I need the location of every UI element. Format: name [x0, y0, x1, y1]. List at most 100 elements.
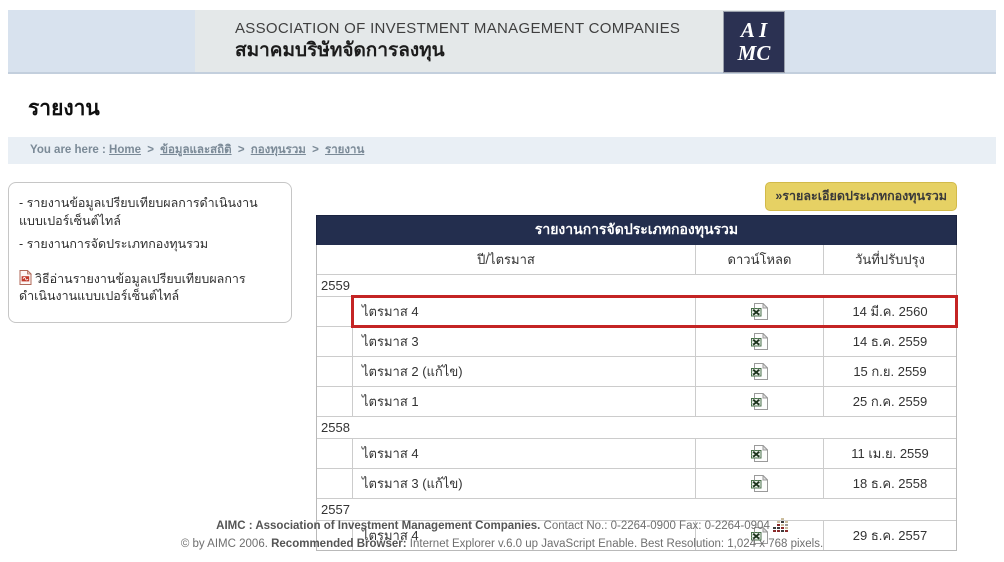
excel-download-link[interactable] [751, 526, 769, 544]
updated-date: 14 ธ.ค. 2559 [823, 327, 956, 356]
updated-date: 14 มี.ค. 2560 [823, 297, 956, 326]
row-indent-cell [317, 469, 353, 498]
excel-download-link[interactable] [751, 474, 769, 492]
download-cell [695, 357, 823, 386]
updated-date: 15 ก.ย. 2559 [823, 357, 956, 386]
table-quarter-row: ไตรมาส 1 25 ก.ค. 2559 [317, 387, 956, 417]
quarter-label: ไตรมาส 4 [362, 446, 419, 461]
row-body: ไตรมาส 3 (แก้ไข) 18 ธ.ค. 2558 [353, 469, 956, 498]
hit-counter-icon [772, 518, 788, 533]
row-body: ไตรมาส 3 14 ธ.ค. 2559 [353, 327, 956, 356]
org-name-thai: สมาคมบริษัทจัดการลงทุน [235, 39, 445, 61]
row-indent-cell [317, 387, 353, 416]
quarter-label: ไตรมาส 4 [362, 528, 419, 543]
sidebar: - รายงานข้อมูลเปรียบเทียบผลการดำเนินงานแ… [8, 182, 292, 323]
breadcrumb: You are here : Home > ข้อมูลและสถิติ > ก… [8, 137, 996, 164]
breadcrumb-link-report[interactable]: รายงาน [325, 144, 365, 156]
quarter-label: ไตรมาส 2 (แก้ไข) [362, 364, 463, 379]
breadcrumb-separator: > [312, 144, 319, 156]
excel-file-icon [751, 474, 769, 492]
row-indent-cell [317, 297, 353, 326]
updated-date: 18 ธ.ค. 2558 [823, 469, 956, 498]
breadcrumb-link-home[interactable]: Home [109, 144, 141, 156]
table-quarter-row: ไตรมาส 4 11 เม.ย. 2559 [317, 439, 956, 469]
site-header: ASSOCIATION OF INVESTMENT MANAGEMENT COM… [8, 10, 996, 74]
excel-download-link[interactable] [751, 444, 769, 462]
table-year-row: 2558 [317, 417, 956, 439]
breadcrumb-link-data-statistics[interactable]: ข้อมูลและสถิติ [160, 144, 232, 156]
row-indent-cell [317, 521, 353, 550]
quarter-label: ไตรมาส 4 [362, 304, 419, 319]
excel-download-link[interactable] [751, 332, 769, 350]
footer-browser-bold: Recommended Browser: [271, 538, 407, 551]
footer-copyright: © by AIMC 2006. [180, 538, 272, 551]
download-cell [695, 439, 823, 468]
sidebar-link-percentile-report[interactable]: - รายงานข้อมูลเปรียบเทียบผลการดำเนินงานแ… [19, 196, 258, 228]
breadcrumb-separator: > [237, 144, 245, 156]
logo-line-2: MC [737, 40, 771, 65]
fund-type-detail-button[interactable]: »รายละเอียดประเภทกองทุนรวม [765, 182, 957, 211]
table-year-row: 2557 [317, 499, 956, 521]
quarter-label: ไตรมาส 3 (แก้ไข) [362, 476, 463, 491]
download-cell [695, 297, 823, 326]
excel-file-icon [751, 302, 769, 320]
table-quarter-row: ไตรมาส 4 14 มี.ค. 2560 [317, 295, 958, 328]
row-indent-cell [317, 439, 353, 468]
sidebar-pdf-howto-label: วิธีอ่านรายงานข้อมูลเปรียบเทียบผลการดำเน… [19, 271, 246, 304]
footer-line-2: © by AIMC 2006. Recommended Browser: Int… [0, 536, 1004, 554]
download-cell [695, 387, 823, 416]
column-header-year-quarter: ปี/ไตรมาส [477, 252, 535, 267]
footer-org-bold: AIMC : Association of Investment Managem… [216, 520, 541, 533]
pdf-file-icon [19, 269, 32, 285]
download-cell [695, 521, 823, 550]
report-table-body: 2559 ไตรมาส 4 14 มี.ค. 2560 ไตรมาส 3 14 ธ.… [317, 275, 958, 550]
row-body: ไตรมาส 2 (แก้ไข) 15 ก.ย. 2559 [353, 357, 956, 386]
breadcrumb-prefix: You are here : [30, 144, 106, 156]
footer-browser-rest: Internet Explorer v.6.0 up JavaScript En… [406, 538, 824, 551]
aimc-logo[interactable]: A I MC [723, 10, 785, 73]
row-body: ไตรมาส 1 25 ก.ค. 2559 [353, 387, 956, 416]
excel-file-icon [751, 526, 769, 544]
table-quarter-row: ไตรมาส 4 29 ธ.ค. 2557 [317, 521, 956, 550]
sidebar-link-fund-classification-report[interactable]: - รายงานการจัดประเภทกองทุนรวม [19, 237, 209, 251]
excel-file-icon [751, 444, 769, 462]
updated-date: 29 ธ.ค. 2557 [823, 521, 956, 550]
excel-download-link[interactable] [751, 392, 769, 410]
excel-file-icon [751, 332, 769, 350]
footer-line-1: AIMC : Association of Investment Managem… [0, 518, 1004, 536]
excel-file-icon [751, 362, 769, 380]
column-header-download: ดาวน์โหลด [695, 245, 823, 274]
sidebar-pdf-howto-link[interactable]: วิธีอ่านรายงานข้อมูลเปรียบเทียบผลการดำเน… [19, 269, 281, 306]
download-cell [695, 469, 823, 498]
quarter-label: ไตรมาส 3 [362, 334, 419, 349]
quarter-label: ไตรมาส 1 [362, 394, 419, 409]
excel-download-link[interactable] [751, 302, 769, 320]
table-quarter-row: ไตรมาส 3 (แก้ไข) 18 ธ.ค. 2558 [317, 469, 956, 499]
excel-download-link[interactable] [751, 362, 769, 380]
main-area: »รายละเอียดประเภทกองทุนรวม รายงานการจัดป… [316, 182, 996, 551]
updated-date: 11 เม.ย. 2559 [823, 439, 956, 468]
table-quarter-row: ไตรมาส 2 (แก้ไข) 15 ก.ย. 2559 [317, 357, 956, 387]
row-indent-cell [317, 327, 353, 356]
footer-contact: Contact No.: 0-2264-0900 Fax: 0-2264-090… [540, 520, 770, 533]
report-table: รายงานการจัดประเภทกองทุนรวม ปี/ไตรมาส ดา… [316, 215, 958, 551]
breadcrumb-link-mutual-fund[interactable]: กองทุนรวม [250, 144, 306, 156]
highlighted-row-body: ไตรมาส 4 14 มี.ค. 2560 [351, 295, 958, 328]
table-year-row: 2559 [317, 275, 956, 297]
page-footer: AIMC : Association of Investment Managem… [0, 518, 1004, 554]
logo-line-1: A I [740, 18, 768, 43]
page-title: รายงาน [28, 97, 100, 120]
row-body: ไตรมาส 4 29 ธ.ค. 2557 [353, 521, 956, 550]
breadcrumb-separator: > [147, 144, 154, 156]
header-panel: ASSOCIATION OF INVESTMENT MANAGEMENT COM… [195, 10, 785, 73]
excel-file-icon [751, 392, 769, 410]
column-header-updated-date: วันที่ปรับปรุง [823, 245, 956, 274]
row-indent-cell [317, 357, 353, 386]
table-title: รายงานการจัดประเภทกองทุนรวม [316, 215, 957, 245]
updated-date: 25 ก.ค. 2559 [823, 387, 956, 416]
org-name-english: ASSOCIATION OF INVESTMENT MANAGEMENT COM… [235, 20, 681, 38]
table-quarter-row: ไตรมาส 3 14 ธ.ค. 2559 [317, 327, 956, 357]
download-cell [695, 327, 823, 356]
row-body: ไตรมาส 4 11 เม.ย. 2559 [353, 439, 956, 468]
table-header-row: ปี/ไตรมาส ดาวน์โหลด วันที่ปรับปรุง [317, 245, 956, 275]
